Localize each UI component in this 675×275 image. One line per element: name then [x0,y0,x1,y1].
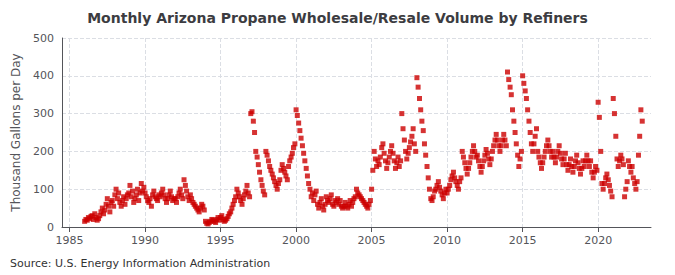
svg-text:400: 400 [33,69,54,82]
svg-text:1995: 1995 [207,234,235,247]
svg-text:2015: 2015 [509,234,537,247]
svg-text:2020: 2020 [584,234,612,247]
svg-text:2005: 2005 [358,234,386,247]
svg-text:1985: 1985 [56,234,84,247]
svg-text:500: 500 [33,32,54,45]
svg-text:200: 200 [33,145,54,158]
svg-text:Source: U.S. Energy Informatio: Source: U.S. Energy Information Administ… [10,257,270,270]
svg-text:1990: 1990 [131,234,159,247]
svg-text:300: 300 [33,107,54,120]
svg-text:Monthly Arizona Propane Wholes: Monthly Arizona Propane Wholesale/Resale… [87,10,588,26]
svg-text:2010: 2010 [433,234,461,247]
svg-text:2000: 2000 [282,234,310,247]
svg-text:100: 100 [33,183,54,196]
svg-text:Thousand Gallons per Day: Thousand Gallons per Day [9,53,23,212]
svg-text:0: 0 [47,221,54,234]
